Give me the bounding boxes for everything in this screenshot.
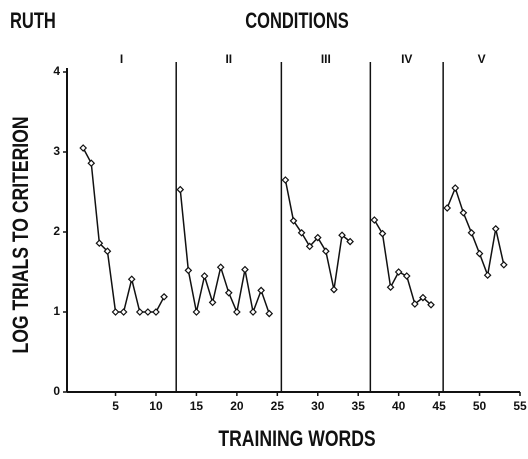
- data-point: [394, 268, 403, 276]
- data-point: [184, 266, 193, 275]
- data-point: [103, 247, 112, 256]
- data-point: [192, 308, 201, 316]
- x-tick-label: 25: [271, 399, 285, 413]
- condition-label: V: [478, 52, 486, 66]
- data-point: [111, 308, 120, 316]
- data-point: [346, 237, 354, 246]
- data-point: [119, 308, 128, 316]
- y-tick-label: 1: [53, 304, 60, 318]
- data-point: [338, 231, 346, 240]
- series-line: [446, 185, 505, 279]
- x-tick-label: 50: [473, 399, 487, 413]
- data-point: [87, 159, 96, 168]
- x-tick-label: 35: [352, 399, 366, 413]
- y-tick-label: 4: [53, 64, 60, 78]
- data-point: [160, 292, 168, 301]
- data-point: [386, 283, 395, 292]
- y-axis-label: LOG TRIALS TO CRITERION: [9, 116, 33, 353]
- data-point: [176, 185, 185, 194]
- data-point: [208, 298, 217, 307]
- series-line: [82, 147, 165, 313]
- condition-label: IV: [401, 52, 412, 66]
- data-point: [95, 239, 104, 248]
- data-point: [305, 242, 314, 251]
- data-point: [297, 228, 306, 237]
- data-point: [144, 308, 152, 316]
- data-point: [233, 308, 241, 316]
- condition-label: III: [321, 52, 331, 66]
- data-point: [491, 224, 500, 233]
- data-point: [402, 272, 411, 280]
- y-tick-label: 0: [53, 384, 60, 398]
- data-point: [499, 260, 508, 269]
- condition-label: I: [120, 52, 123, 66]
- data-point: [224, 288, 233, 297]
- data-point: [152, 308, 160, 316]
- data-point: [370, 216, 379, 224]
- data-point: [451, 184, 460, 192]
- chart-title: RUTH: [10, 9, 56, 34]
- data-point: [289, 216, 298, 225]
- series-line: [179, 189, 270, 315]
- data-point: [216, 263, 225, 272]
- data-point: [459, 208, 468, 217]
- data-point: [257, 286, 265, 295]
- data-point: [241, 265, 249, 274]
- condition-label: II: [225, 52, 232, 66]
- x-tick-label: 45: [432, 399, 446, 413]
- data-point: [419, 293, 427, 302]
- x-tick-label: 5: [112, 399, 119, 413]
- data-point: [79, 144, 88, 152]
- x-tick-label: 30: [311, 399, 325, 413]
- data-point: [483, 271, 492, 280]
- x-tick-label: 20: [230, 399, 244, 413]
- x-tick-label: 15: [190, 399, 204, 413]
- data-point: [200, 272, 209, 280]
- data-point: [313, 233, 322, 242]
- data-point: [410, 300, 419, 308]
- x-axis-label: TRAINING WORDS: [218, 427, 375, 451]
- y-tick-label: 2: [53, 224, 60, 238]
- y-tick-label: 3: [53, 144, 60, 158]
- data-point: [443, 204, 452, 212]
- data-point: [378, 229, 387, 238]
- x-tick-label: 40: [392, 399, 406, 413]
- data-point: [281, 176, 290, 184]
- x-tick-label: 10: [149, 399, 163, 413]
- data-point: [330, 285, 338, 294]
- data-point: [467, 228, 476, 237]
- data-point: [322, 247, 330, 256]
- data-point: [475, 249, 484, 258]
- chart-subtitle: CONDITIONS: [245, 9, 349, 34]
- data-point: [135, 308, 144, 316]
- data-point: [265, 309, 274, 318]
- data-point: [427, 300, 435, 309]
- data-point: [127, 275, 136, 284]
- data-point: [249, 308, 257, 316]
- x-tick-label: 55: [513, 399, 527, 413]
